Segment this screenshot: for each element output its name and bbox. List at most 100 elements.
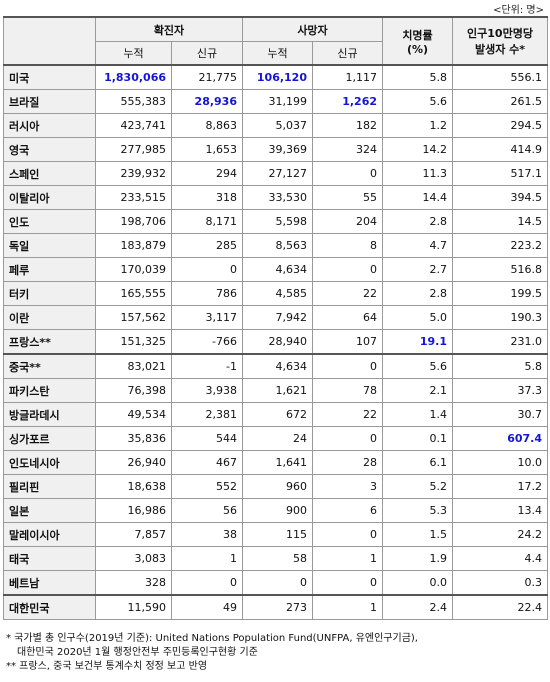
- deaths-new: 1: [312, 546, 383, 571]
- deaths-cumulative: 8,563: [242, 233, 313, 258]
- deaths-cumulative: 24: [242, 426, 313, 451]
- confirmed-new: 38: [171, 522, 243, 547]
- fatality-rate: 5.2: [382, 474, 453, 499]
- confirmed-cumulative: 3,083: [95, 546, 172, 571]
- row-country: 일본: [3, 498, 96, 523]
- per-100k: 5.8: [452, 353, 548, 379]
- fatality-rate: 1.2: [382, 113, 453, 138]
- fatality-rate: 2.8: [382, 281, 453, 306]
- deaths-new: 1,117: [312, 64, 383, 90]
- deaths-cumulative: 273: [242, 594, 313, 620]
- footnotes: * 국가별 총 인구수(2019년 기준): United Nations Po…: [6, 632, 546, 674]
- deaths-new: 0: [312, 522, 383, 547]
- row-country: 터키: [3, 281, 96, 306]
- deaths-new: 182: [312, 113, 383, 138]
- confirmed-cumulative: 157,562: [95, 305, 172, 330]
- deaths-cumulative: 960: [242, 474, 313, 499]
- confirmed-new: 318: [171, 185, 243, 210]
- confirmed-new: 8,863: [171, 113, 243, 138]
- per-100k: 414.9: [452, 137, 548, 162]
- confirmed-cumulative: 555,383: [95, 89, 172, 114]
- confirmed-new: 56: [171, 498, 243, 523]
- header-confirmed-cumulative: 누적: [95, 41, 172, 66]
- header-deaths-new: 신규: [312, 41, 383, 66]
- deaths-cumulative: 28,940: [242, 329, 313, 355]
- deaths-new: 204: [312, 209, 383, 234]
- table-row: 스페인 239,932 294 27,127 0 11.3 517.1: [3, 161, 548, 186]
- confirmed-new: 1,653: [171, 137, 243, 162]
- per-100k: 37.3: [452, 378, 548, 403]
- footnote-1-line-1: * 국가별 총 인구수(2019년 기준): United Nations Po…: [6, 633, 418, 644]
- per-100k: 394.5: [452, 185, 548, 210]
- header-per-100k: 인구10만명당 발생자 수*: [452, 16, 548, 66]
- deaths-new: 6: [312, 498, 383, 523]
- fatality-rate: 6.1: [382, 450, 453, 475]
- row-country: 미국: [3, 64, 96, 90]
- table-row: 말레이시아 7,857 38 115 0 1.5 24.2: [3, 522, 548, 547]
- deaths-cumulative: 7,942: [242, 305, 313, 330]
- row-country: 싱가포르: [3, 426, 96, 451]
- confirmed-new: 294: [171, 161, 243, 186]
- deaths-cumulative: 5,037: [242, 113, 313, 138]
- confirmed-cumulative: 423,741: [95, 113, 172, 138]
- table-row: 인도 198,706 8,171 5,598 204 2.8 14.5: [3, 209, 548, 234]
- confirmed-cumulative: 11,590: [95, 594, 172, 620]
- per-100k: 30.7: [452, 402, 548, 427]
- fatality-rate: 19.1: [382, 329, 453, 355]
- confirmed-cumulative: 198,706: [95, 209, 172, 234]
- per-100k: 231.0: [452, 329, 548, 355]
- table-row: 영국 277,985 1,653 39,369 324 14.2 414.9: [3, 137, 548, 162]
- fatality-rate: 5.6: [382, 89, 453, 114]
- confirmed-new: 28,936: [171, 89, 243, 114]
- deaths-cumulative: 106,120: [242, 64, 313, 90]
- confirmed-cumulative: 165,555: [95, 281, 172, 306]
- deaths-cumulative: 1,621: [242, 378, 313, 403]
- deaths-cumulative: 1,641: [242, 450, 313, 475]
- unit-label: <단위: 명>: [493, 5, 544, 16]
- deaths-cumulative: 27,127: [242, 161, 313, 186]
- row-country: 러시아: [3, 113, 96, 138]
- fatality-rate: 5.6: [382, 353, 453, 379]
- fatality-rate: 14.4: [382, 185, 453, 210]
- row-country: 스페인: [3, 161, 96, 186]
- confirmed-new: 3,117: [171, 305, 243, 330]
- fatality-rate: 2.1: [382, 378, 453, 403]
- confirmed-new: 0: [171, 570, 243, 596]
- fatality-rate: 1.4: [382, 402, 453, 427]
- fatality-rate: 4.7: [382, 233, 453, 258]
- confirmed-new: 0: [171, 257, 243, 282]
- per-100k: 223.2: [452, 233, 548, 258]
- confirmed-new: 467: [171, 450, 243, 475]
- table-row: 베트남 328 0 0 0 0.0 0.3: [3, 570, 548, 596]
- confirmed-new: 552: [171, 474, 243, 499]
- row-country: 말레이시아: [3, 522, 96, 547]
- deaths-new: 0: [312, 426, 383, 451]
- table-row: 독일 183,879 285 8,563 8 4.7 223.2: [3, 233, 548, 258]
- deaths-cumulative: 900: [242, 498, 313, 523]
- row-country: 인도네시아: [3, 450, 96, 475]
- deaths-cumulative: 31,199: [242, 89, 313, 114]
- fatality-rate: 2.8: [382, 209, 453, 234]
- deaths-cumulative: 0: [242, 570, 313, 596]
- table-row: 태국 3,083 1 58 1 1.9 4.4: [3, 546, 548, 571]
- table-row: 중국** 83,021 -1 4,634 0 5.6 5.8: [3, 353, 548, 379]
- table-row: 대한민국 11,590 49 273 1 2.4 22.4: [3, 594, 548, 620]
- deaths-new: 55: [312, 185, 383, 210]
- deaths-new: 0: [312, 257, 383, 282]
- fatality-rate: 11.3: [382, 161, 453, 186]
- per-100k: 607.4: [452, 426, 548, 451]
- confirmed-cumulative: 7,857: [95, 522, 172, 547]
- header-confirmed-new: 신규: [171, 41, 243, 66]
- table-row: 페루 170,039 0 4,634 0 2.7 516.8: [3, 257, 548, 282]
- confirmed-new: -766: [171, 329, 243, 355]
- confirmed-cumulative: 233,515: [95, 185, 172, 210]
- row-country: 베트남: [3, 570, 96, 596]
- per-100k: 10.0: [452, 450, 548, 475]
- deaths-new: 28: [312, 450, 383, 475]
- deaths-new: 1: [312, 594, 383, 620]
- fatality-rate: 5.3: [382, 498, 453, 523]
- deaths-cumulative: 33,530: [242, 185, 313, 210]
- confirmed-cumulative: 151,325: [95, 329, 172, 355]
- header-fatality-unit: (%): [406, 42, 429, 56]
- deaths-new: 107: [312, 329, 383, 355]
